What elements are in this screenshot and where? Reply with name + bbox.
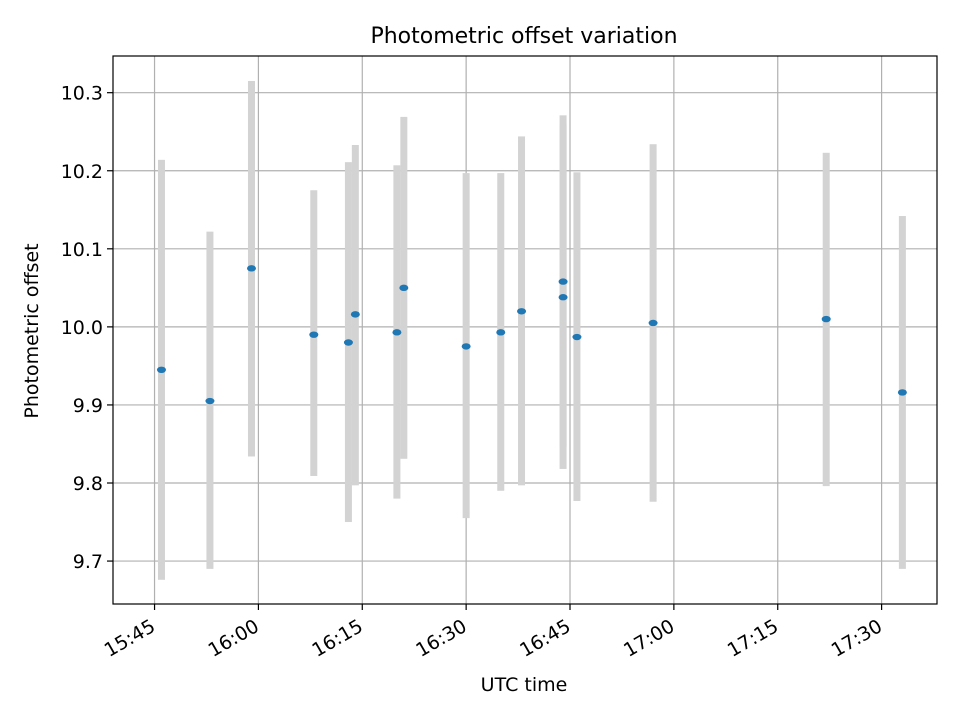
x-axis-label: UTC time — [481, 674, 568, 696]
data-point — [461, 343, 471, 350]
data-point — [558, 294, 568, 301]
data-point — [156, 366, 166, 374]
data-point — [897, 389, 907, 396]
y-tick-label: 10.0 — [61, 317, 103, 339]
data-point — [572, 333, 582, 341]
data-point — [350, 311, 360, 318]
y-tick-label: 9.8 — [73, 473, 103, 495]
data-point — [246, 265, 256, 272]
y-tick-label: 10.3 — [61, 83, 103, 105]
y-axis-label: Photometric offset — [21, 243, 43, 418]
data-point — [343, 339, 353, 346]
y-axis-ticks: 9.7 9.8 9.9 10.0 10.1 10.2 10.3 — [61, 83, 113, 573]
data-point — [399, 284, 409, 292]
data-point — [821, 315, 831, 323]
y-tick-label: 9.9 — [73, 395, 103, 417]
data-point — [496, 329, 506, 336]
data-point — [517, 308, 527, 315]
data-point — [309, 331, 319, 338]
data-points — [156, 265, 907, 405]
data-point — [648, 319, 658, 327]
y-tick-label: 10.1 — [61, 239, 103, 261]
y-tick-label: 9.7 — [73, 551, 103, 573]
plot-frame — [112, 55, 938, 605]
data-point — [205, 397, 215, 405]
y-tick-label: 10.2 — [61, 161, 103, 183]
chart-title: Photometric offset variation — [370, 24, 677, 49]
data-point — [392, 329, 402, 336]
data-point — [558, 278, 568, 285]
